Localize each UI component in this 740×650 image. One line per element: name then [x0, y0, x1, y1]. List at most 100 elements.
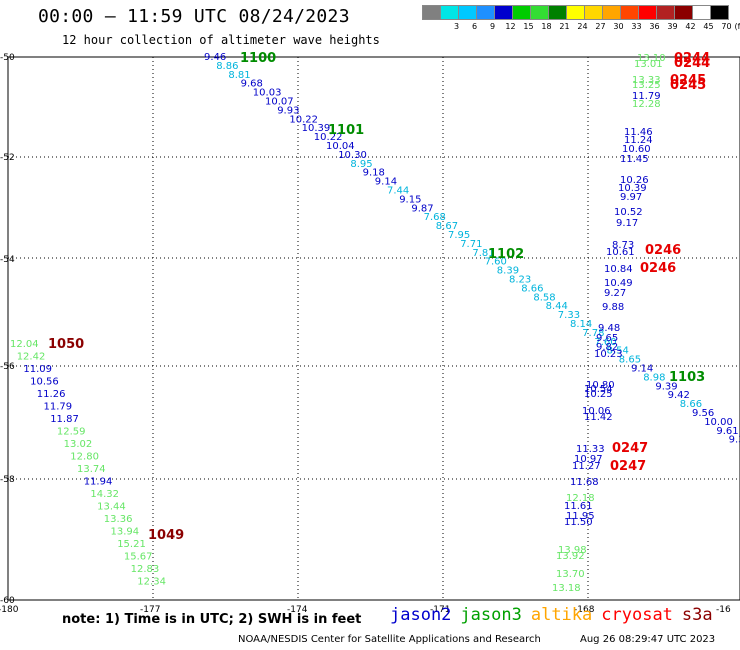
wave-height-value: 8.86 — [216, 61, 238, 72]
credit-line: NOAA/NESDIS Center for Satellite Applica… — [238, 634, 541, 645]
wave-height-value: 9.48 — [598, 323, 620, 334]
lat-tick-label: -54 — [0, 255, 15, 265]
wave-height-value: 13.33 — [632, 75, 661, 86]
wave-height-value: 9.82 — [596, 342, 618, 353]
wave-height-value: 11.68 — [570, 477, 599, 488]
lon-tick-label: -174 — [287, 605, 308, 615]
wave-height-value: 9.3 — [729, 435, 740, 446]
wave-height-value: 11.46 — [624, 127, 653, 138]
legend-jason3: jason3 — [460, 605, 522, 625]
wave-height-value: 9.65 — [596, 333, 618, 344]
wave-height-value: 10.22 — [289, 114, 318, 125]
wave-height-value: 10.30 — [338, 150, 367, 161]
wave-height-value: 7.81 — [472, 248, 494, 259]
legend-jason2: jason2 — [390, 605, 452, 625]
wave-height-value: 10.49 — [604, 278, 633, 289]
color-swatch-label: 15 — [523, 22, 534, 31]
wave-height-value: 8.67 — [436, 221, 458, 232]
lon-tick-label: -171 — [430, 605, 450, 615]
color-swatch-label: 45 — [703, 22, 714, 31]
wave-height-value: 13.70 — [556, 569, 585, 580]
track-id-label: 0244 — [674, 56, 710, 71]
color-swatch-label: 27 — [595, 22, 606, 31]
track-id-label: 1103 — [669, 370, 705, 385]
color-swatch-label: 9 — [489, 22, 496, 31]
wave-height-value: 10.22 — [314, 132, 343, 143]
wave-height-value: 13.18 — [552, 583, 581, 594]
wave-height-value: 11.27 — [572, 461, 601, 472]
wave-height-value: 9.68 — [241, 79, 263, 90]
wave-height-value: 15.67 — [124, 552, 153, 563]
wave-height-value: 12.04 — [10, 339, 39, 350]
color-swatch-label: 21 — [559, 22, 570, 31]
page-subtitle: 12 hour collection of altimeter wave hei… — [62, 33, 380, 47]
wave-height-value: 10.39 — [302, 123, 331, 134]
color-swatch-label: 24 — [577, 22, 588, 31]
wave-height-value: 9.93 — [277, 105, 299, 116]
wave-height-value: 9.42 — [668, 390, 690, 401]
wave-height-value: 11.33 — [576, 444, 605, 455]
wave-height-value: 11.94 — [84, 477, 113, 488]
wave-height-value: 9.14 — [375, 177, 397, 188]
color-swatch-label: 42 — [685, 22, 696, 31]
wave-height-value: 9.87 — [411, 203, 433, 214]
wave-height-value: 9.88 — [602, 302, 624, 313]
wave-height-value: 13.10 — [637, 53, 666, 64]
wave-height-value: 9.97 — [620, 192, 642, 203]
track-id-label: 0244 — [674, 51, 710, 66]
wave-height-value: 11.87 — [50, 414, 79, 425]
lat-tick-label: -58 — [0, 475, 15, 485]
legend-cryosat: cryosat — [601, 605, 673, 625]
wave-height-value: 11.09 — [23, 364, 52, 375]
track-id-label: 0247 — [610, 459, 646, 474]
wave-height-value: 13.36 — [104, 514, 133, 525]
wave-height-value: 8.44 — [546, 301, 568, 312]
wave-height-value: 12.18 — [566, 493, 595, 504]
wave-height-value: 9.15 — [399, 194, 421, 205]
wave-height-value: 11.79 — [44, 402, 73, 413]
lon-tick-label: -16 — [716, 605, 731, 615]
lat-tick-label: -56 — [0, 362, 15, 372]
wave-height-value: 11.50 — [564, 517, 593, 528]
wave-height-value: 8.98 — [643, 372, 665, 383]
wave-height-value: 12.59 — [57, 427, 86, 438]
color-swatch-label: 18 — [541, 22, 552, 31]
wave-height-value: 11.42 — [584, 412, 613, 423]
wave-height-value: 12.34 — [137, 577, 166, 588]
wave-height-value: 12.83 — [131, 564, 160, 575]
track-id-label: 1100 — [240, 51, 276, 66]
wave-height-value: 7.60 — [485, 257, 507, 268]
wave-height-value: 13.25 — [632, 80, 661, 91]
wave-height-value: 9.39 — [655, 381, 677, 392]
wave-height-value: 11.61 — [564, 501, 593, 512]
wave-height-value: 10.84 — [604, 264, 633, 275]
wave-height-value: 9.18 — [363, 168, 385, 179]
wave-height-value: 7.44 — [387, 186, 409, 197]
wave-height-value: 14.32 — [90, 489, 119, 500]
wave-height-value: 8.73 — [612, 240, 634, 251]
track-id-label: 0245 — [670, 78, 706, 93]
wave-height-value: 8.39 — [497, 266, 519, 277]
wave-height-value: 9.46 — [204, 52, 226, 63]
wave-height-value: 13.44 — [97, 502, 126, 513]
wave-height-value: 7.95 — [448, 230, 470, 241]
lon-tick-label: -177 — [140, 605, 160, 615]
color-swatch — [710, 5, 729, 20]
wave-height-value: 13.01 — [634, 59, 663, 70]
wave-height-value: 13.74 — [77, 464, 106, 475]
color-swatch-label: 70 — [721, 22, 732, 31]
wave-height-value: 7.71 — [460, 239, 482, 250]
wave-height-value: 8.81 — [228, 70, 250, 81]
wave-height-value: 9.56 — [692, 408, 714, 419]
wave-height-value: 10.97 — [574, 454, 603, 465]
lat-tick-label: -50 — [0, 53, 15, 63]
wave-height-value: 8.58 — [533, 292, 555, 303]
wave-height-value: 11.24 — [624, 135, 653, 146]
color-swatch-label: 33 — [631, 22, 642, 31]
wave-height-value: 8.66 — [521, 283, 543, 294]
wave-height-value: 8.14 — [570, 319, 592, 330]
wave-height-value: 7.68 — [424, 212, 446, 223]
wave-height-value: 10.07 — [265, 97, 294, 108]
wave-height-value: 12.28 — [632, 99, 661, 110]
